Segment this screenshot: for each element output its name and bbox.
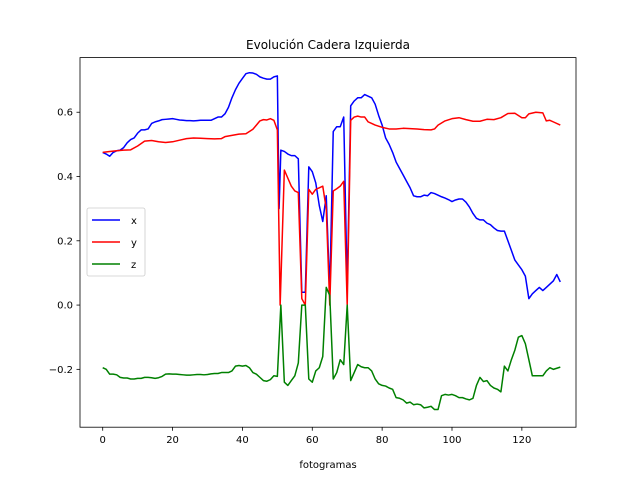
x-tick-label: 100 (442, 435, 461, 446)
x-tick-label: 0 (100, 435, 106, 446)
series-line-z (102, 286, 561, 411)
x-axis-ticks: 0 20 40 60 80 100 120 (100, 427, 531, 446)
y-tick-label: 0.2 (57, 236, 73, 247)
y-tick-label: 0.4 (57, 172, 73, 183)
y-tick-label: −0.2 (49, 365, 73, 376)
chart-title: Evolución Cadera Izquierda (246, 38, 410, 52)
legend-label-y: y (131, 238, 137, 249)
plot-area (79, 57, 577, 428)
legend: xyz (86, 207, 146, 277)
y-tick-label: 0.0 (57, 301, 73, 312)
legend-label-z: z (131, 260, 136, 271)
y-axis-ticks: −0.2 0.0 0.2 0.4 0.6 (49, 108, 80, 376)
x-tick-label: 120 (512, 435, 531, 446)
x-tick-label: 60 (306, 435, 319, 446)
y-tick-label: 0.6 (57, 108, 73, 119)
x-axis-label: fotogramas (299, 460, 356, 471)
axes-frame (79, 57, 577, 428)
legend-label-x: x (131, 216, 137, 227)
x-tick-label: 20 (166, 435, 179, 446)
x-tick-label: 80 (376, 435, 389, 446)
series-lines (102, 71, 561, 411)
x-tick-label: 40 (236, 435, 249, 446)
